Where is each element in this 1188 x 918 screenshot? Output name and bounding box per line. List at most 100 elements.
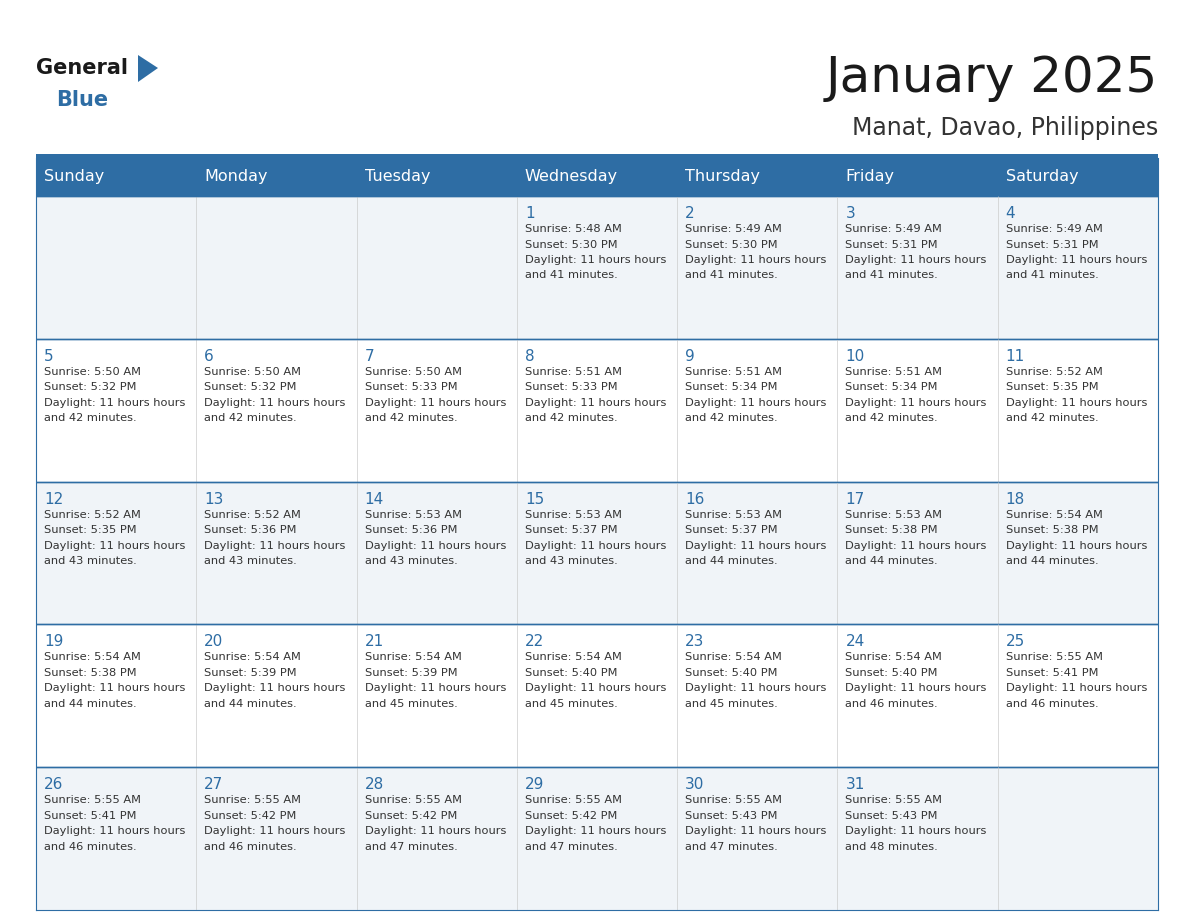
Text: Daylight: 11 hours hours: Daylight: 11 hours hours <box>525 255 666 265</box>
Text: Sunset: 5:40 PM: Sunset: 5:40 PM <box>525 668 618 677</box>
Text: 23: 23 <box>685 634 704 649</box>
Text: 4: 4 <box>1006 206 1016 221</box>
Text: Daylight: 11 hours hours: Daylight: 11 hours hours <box>525 397 666 408</box>
Text: Daylight: 11 hours hours: Daylight: 11 hours hours <box>365 826 506 836</box>
Text: Sunrise: 5:54 AM: Sunrise: 5:54 AM <box>846 653 942 663</box>
Text: Wednesday: Wednesday <box>525 170 618 185</box>
Text: Sunset: 5:32 PM: Sunset: 5:32 PM <box>44 382 137 392</box>
Bar <box>677 196 838 339</box>
Bar <box>196 196 356 339</box>
Bar <box>517 196 677 339</box>
Text: and 44 minutes.: and 44 minutes. <box>846 556 939 566</box>
Text: 17: 17 <box>846 492 865 507</box>
Text: Daylight: 11 hours hours: Daylight: 11 hours hours <box>204 397 346 408</box>
Text: Sunset: 5:36 PM: Sunset: 5:36 PM <box>365 525 457 535</box>
Text: Sunrise: 5:52 AM: Sunrise: 5:52 AM <box>204 509 302 520</box>
Text: and 47 minutes.: and 47 minutes. <box>685 842 778 852</box>
Text: Blue: Blue <box>56 90 108 110</box>
Bar <box>356 482 517 624</box>
Text: and 41 minutes.: and 41 minutes. <box>846 271 939 281</box>
Polygon shape <box>138 55 158 82</box>
Text: Thursday: Thursday <box>685 170 760 185</box>
Text: Daylight: 11 hours hours: Daylight: 11 hours hours <box>846 826 987 836</box>
Text: Sunset: 5:36 PM: Sunset: 5:36 PM <box>204 525 297 535</box>
Text: Sunset: 5:31 PM: Sunset: 5:31 PM <box>846 240 939 250</box>
Text: 18: 18 <box>1006 492 1025 507</box>
Text: 15: 15 <box>525 492 544 507</box>
Text: Sunset: 5:33 PM: Sunset: 5:33 PM <box>525 382 618 392</box>
Text: Sunset: 5:43 PM: Sunset: 5:43 PM <box>685 811 778 821</box>
Bar <box>517 339 677 482</box>
Bar <box>677 767 838 910</box>
Text: Daylight: 11 hours hours: Daylight: 11 hours hours <box>846 397 987 408</box>
Text: Manat, Davao, Philippines: Manat, Davao, Philippines <box>852 116 1158 140</box>
Text: 8: 8 <box>525 349 535 364</box>
Text: Sunrise: 5:48 AM: Sunrise: 5:48 AM <box>525 224 621 234</box>
Text: and 41 minutes.: and 41 minutes. <box>685 271 778 281</box>
Text: 21: 21 <box>365 634 384 649</box>
Text: Friday: Friday <box>846 170 895 185</box>
Text: Sunrise: 5:49 AM: Sunrise: 5:49 AM <box>846 224 942 234</box>
Text: Daylight: 11 hours hours: Daylight: 11 hours hours <box>846 683 987 693</box>
Bar <box>838 767 998 910</box>
Text: Sunrise: 5:51 AM: Sunrise: 5:51 AM <box>846 367 942 376</box>
Text: and 46 minutes.: and 46 minutes. <box>44 842 137 852</box>
Text: Daylight: 11 hours hours: Daylight: 11 hours hours <box>365 397 506 408</box>
Bar <box>838 624 998 767</box>
Text: 30: 30 <box>685 778 704 792</box>
Text: Daylight: 11 hours hours: Daylight: 11 hours hours <box>1006 397 1148 408</box>
Text: Daylight: 11 hours hours: Daylight: 11 hours hours <box>685 826 827 836</box>
Text: Daylight: 11 hours hours: Daylight: 11 hours hours <box>685 683 827 693</box>
Text: and 45 minutes.: and 45 minutes. <box>525 699 618 709</box>
Text: Sunset: 5:39 PM: Sunset: 5:39 PM <box>204 668 297 677</box>
Text: 26: 26 <box>44 778 63 792</box>
Text: and 47 minutes.: and 47 minutes. <box>365 842 457 852</box>
Text: Daylight: 11 hours hours: Daylight: 11 hours hours <box>1006 255 1148 265</box>
Text: and 46 minutes.: and 46 minutes. <box>1006 699 1099 709</box>
Text: Daylight: 11 hours hours: Daylight: 11 hours hours <box>1006 541 1148 551</box>
Text: 31: 31 <box>846 778 865 792</box>
Text: and 43 minutes.: and 43 minutes. <box>525 556 618 566</box>
Text: 6: 6 <box>204 349 214 364</box>
Text: Sunrise: 5:53 AM: Sunrise: 5:53 AM <box>685 509 782 520</box>
Text: Sunrise: 5:49 AM: Sunrise: 5:49 AM <box>1006 224 1102 234</box>
Text: Daylight: 11 hours hours: Daylight: 11 hours hours <box>365 683 506 693</box>
Text: Saturday: Saturday <box>1006 170 1079 185</box>
Text: Daylight: 11 hours hours: Daylight: 11 hours hours <box>525 826 666 836</box>
Text: Sunrise: 5:51 AM: Sunrise: 5:51 AM <box>685 367 782 376</box>
Text: and 44 minutes.: and 44 minutes. <box>204 699 297 709</box>
Text: Daylight: 11 hours hours: Daylight: 11 hours hours <box>1006 683 1148 693</box>
Bar <box>36 196 196 339</box>
Bar <box>838 482 998 624</box>
Text: Sunset: 5:31 PM: Sunset: 5:31 PM <box>1006 240 1099 250</box>
Bar <box>196 767 356 910</box>
Text: and 41 minutes.: and 41 minutes. <box>525 271 618 281</box>
Bar <box>677 624 838 767</box>
Text: Sunset: 5:37 PM: Sunset: 5:37 PM <box>685 525 778 535</box>
Text: 16: 16 <box>685 492 704 507</box>
Text: and 41 minutes.: and 41 minutes. <box>1006 271 1099 281</box>
Text: and 42 minutes.: and 42 minutes. <box>365 413 457 423</box>
Text: Daylight: 11 hours hours: Daylight: 11 hours hours <box>365 541 506 551</box>
Text: 29: 29 <box>525 778 544 792</box>
Bar <box>998 339 1158 482</box>
Text: Sunset: 5:41 PM: Sunset: 5:41 PM <box>44 811 137 821</box>
Text: Tuesday: Tuesday <box>365 170 430 185</box>
Bar <box>517 624 677 767</box>
Bar <box>998 196 1158 339</box>
Text: Sunrise: 5:51 AM: Sunrise: 5:51 AM <box>525 367 621 376</box>
Text: 3: 3 <box>846 206 855 221</box>
Text: Sunrise: 5:55 AM: Sunrise: 5:55 AM <box>846 795 942 805</box>
Text: 2: 2 <box>685 206 695 221</box>
Text: Sunrise: 5:55 AM: Sunrise: 5:55 AM <box>204 795 302 805</box>
Text: Daylight: 11 hours hours: Daylight: 11 hours hours <box>846 255 987 265</box>
Text: 7: 7 <box>365 349 374 364</box>
Text: 5: 5 <box>44 349 53 364</box>
Bar <box>356 624 517 767</box>
Text: 13: 13 <box>204 492 223 507</box>
Text: and 46 minutes.: and 46 minutes. <box>846 699 939 709</box>
Text: and 43 minutes.: and 43 minutes. <box>365 556 457 566</box>
Text: Sunset: 5:35 PM: Sunset: 5:35 PM <box>44 525 137 535</box>
Bar <box>36 767 196 910</box>
Text: 10: 10 <box>846 349 865 364</box>
